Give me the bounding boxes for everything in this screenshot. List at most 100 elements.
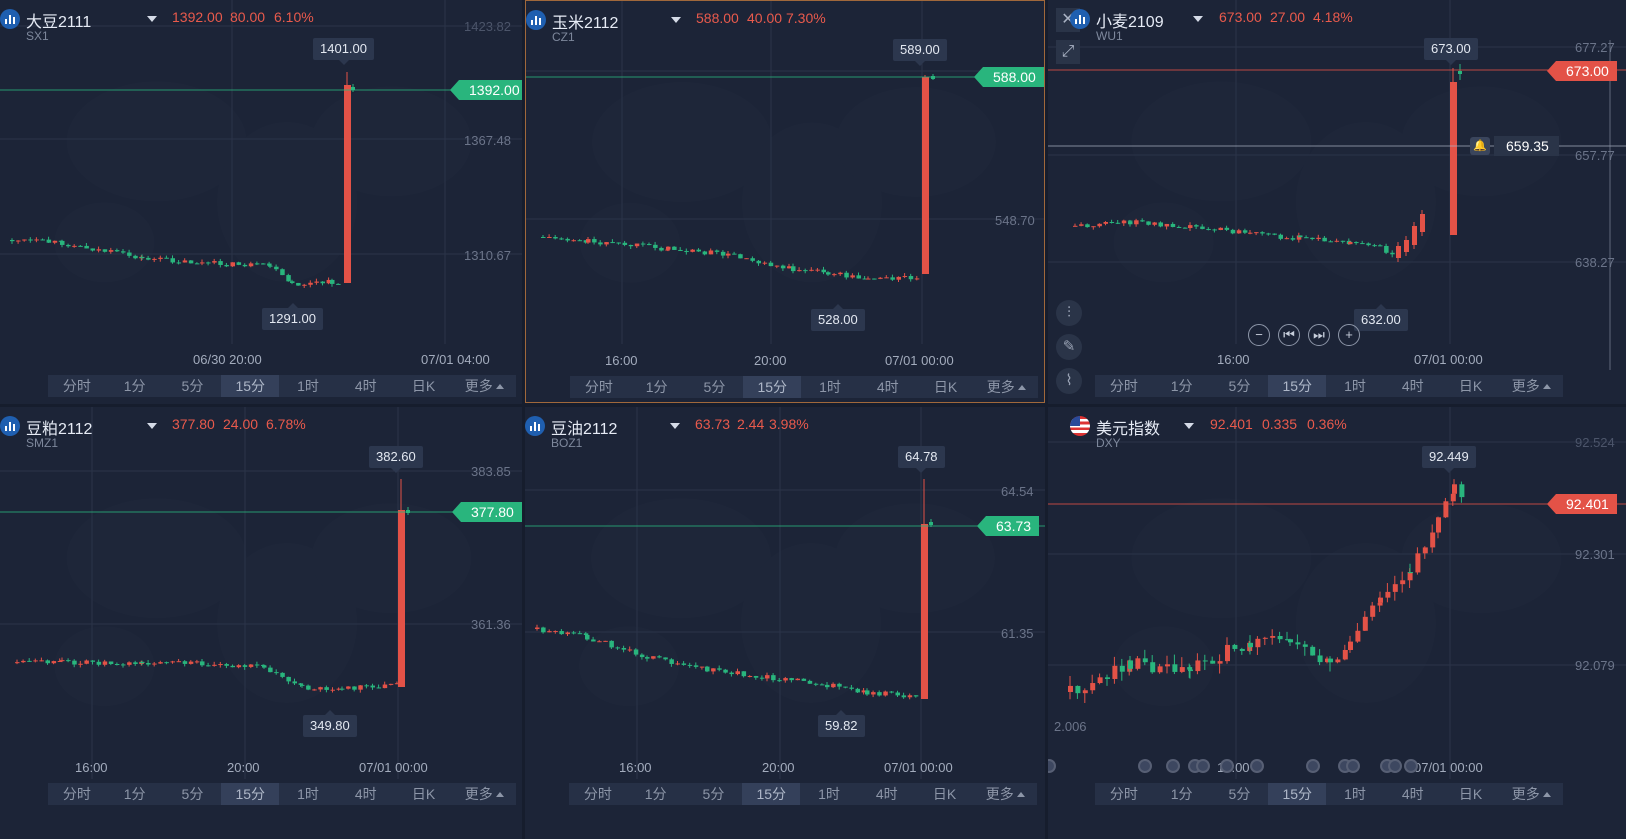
timeframe-tab[interactable]: 分时: [583, 786, 612, 802]
timeframe-tab[interactable]: 5分: [181, 786, 204, 802]
more-timeframes-button[interactable]: 更多: [452, 783, 516, 805]
timeframe-tab-active[interactable]: 15分: [221, 783, 280, 805]
candle: [609, 640, 614, 648]
timeframe-tab[interactable]: 5分: [1228, 786, 1251, 802]
symbol-name[interactable]: 小麦2109: [1096, 14, 1164, 31]
zoom-in-icon[interactable]: +: [1338, 324, 1360, 346]
candle: [1152, 222, 1157, 225]
timeframe-tab[interactable]: 日K: [1458, 378, 1483, 394]
chart-panel-soymeal[interactable]: 豆粕2112 SMZ1 377.80 24.00 6.78% 383.85 36…: [0, 407, 522, 839]
timeframe-tab[interactable]: 4时: [1401, 378, 1424, 394]
candle: [194, 661, 200, 663]
skip-back-icon[interactable]: ⏮: [1278, 324, 1300, 346]
chart-canvas[interactable]: [1048, 0, 1626, 404]
timeframe-tab-active[interactable]: 15分: [742, 783, 801, 805]
symbol-name[interactable]: 豆粕2112: [26, 421, 93, 438]
chart-canvas[interactable]: [526, 1, 1045, 403]
symbol-name[interactable]: 豆油2112: [551, 421, 618, 438]
candle: [1218, 227, 1223, 231]
pencil-icon[interactable]: ✎: [1056, 334, 1082, 360]
chart-canvas[interactable]: [0, 407, 522, 839]
timeframe-tab[interactable]: 分时: [62, 786, 91, 802]
chart-canvas[interactable]: [0, 0, 522, 404]
timeframe-tab-active[interactable]: 15分: [221, 375, 280, 397]
chart-panel-corn[interactable]: 玉米2112 CZ1 588.00 40.00 7.30% 548.70 588…: [525, 0, 1045, 403]
timeframe-tab[interactable]: 4时: [354, 786, 377, 802]
chevron-down-icon[interactable]: [671, 17, 681, 23]
timeframe-tab[interactable]: 1时: [1344, 378, 1366, 394]
more-timeframes-button[interactable]: 更多: [973, 783, 1037, 805]
chevron-down-icon[interactable]: [670, 423, 680, 429]
candle: [705, 666, 710, 672]
candle: [1310, 646, 1316, 656]
chevron-down-icon[interactable]: [147, 423, 157, 429]
candle: [292, 681, 297, 684]
chart-panel-wheat[interactable]: ✕ ⤢ ⫶ ✎ ⌇ 小麦2109 WU1 673.00 27.00 4.18% …: [1048, 0, 1626, 404]
timeframe-tab[interactable]: 1分: [1170, 786, 1193, 802]
timeframe-tab[interactable]: 5分: [703, 379, 726, 395]
timeframe-tab[interactable]: 1分: [645, 379, 668, 395]
candle: [300, 684, 305, 686]
chart-panel-soybean[interactable]: 大豆2111 SX1 1392.00 80.00 6.10% 1423.82 1…: [0, 0, 522, 404]
timeframe-tab[interactable]: 日K: [933, 379, 958, 395]
timeframe-tab[interactable]: 分时: [1109, 786, 1138, 802]
event-markers[interactable]: [1048, 759, 1626, 775]
indicator-icon[interactable]: ⫶: [1056, 300, 1082, 326]
timeframe-tab[interactable]: 4时: [875, 786, 898, 802]
chart-panel-dxy[interactable]: 美元指数 DXY 92.401 0.335 0.36% 92.524 92.30…: [1048, 407, 1626, 839]
timeframe-tab[interactable]: 5分: [1228, 378, 1251, 394]
line-chart-icon[interactable]: ⌇: [1056, 368, 1082, 394]
symbol-code: WU1: [1096, 29, 1123, 43]
symbol-name[interactable]: 美元指数: [1096, 421, 1161, 438]
timeframe-tab[interactable]: 1时: [297, 786, 319, 802]
alert-price-tag[interactable]: 659.35: [1494, 136, 1559, 156]
timeframe-tab-active[interactable]: 15分: [1268, 375, 1327, 397]
timeframe-tab[interactable]: 日K: [411, 786, 436, 802]
timeframe-tab[interactable]: 5分: [702, 786, 725, 802]
timeframe-tab[interactable]: 分时: [1109, 378, 1138, 394]
timeframe-tab[interactable]: 4时: [354, 378, 377, 394]
timeframe-tab[interactable]: 日K: [1458, 786, 1483, 802]
timeframe-tab-active[interactable]: 15分: [1268, 783, 1327, 805]
timeframe-bar: 分时 1分 5分 15分 1时 4时 日K 更多: [48, 783, 516, 805]
timeframe-tab[interactable]: 1分: [123, 378, 146, 394]
timeframe-tab[interactable]: 1时: [297, 378, 319, 394]
zoom-out-icon[interactable]: −: [1248, 324, 1270, 346]
timeframe-tab[interactable]: 1时: [819, 379, 841, 395]
timeframe-tab-active[interactable]: 15分: [743, 376, 802, 398]
candle: [901, 695, 907, 698]
y-axis-label: 92.301: [1575, 547, 1615, 562]
timeframe-tab[interactable]: 1分: [123, 786, 146, 802]
chart-canvas[interactable]: [525, 407, 1045, 839]
chart-panel-soyoil[interactable]: 豆油2112 BOZ1 63.73 2.44 3.98% 64.54 61.35…: [525, 407, 1045, 839]
chevron-down-icon[interactable]: [1193, 16, 1203, 22]
timeframe-tab[interactable]: 4时: [1401, 786, 1424, 802]
timeframe-tab[interactable]: 1时: [1344, 786, 1366, 802]
timeframe-tab[interactable]: 1分: [644, 786, 667, 802]
more-timeframes-button[interactable]: 更多: [452, 375, 516, 397]
timeframe-tab[interactable]: 1分: [1170, 378, 1193, 394]
timeframe-tab[interactable]: 分时: [62, 378, 91, 394]
timeframe-tab[interactable]: 分时: [584, 379, 613, 395]
more-timeframes-button[interactable]: 更多: [974, 376, 1038, 398]
chart-canvas[interactable]: [1048, 407, 1626, 839]
candle: [224, 264, 229, 267]
bar-chart-icon: [525, 416, 545, 436]
x-axis-label: 07/01 00:00: [359, 760, 428, 775]
skip-forward-icon[interactable]: ⏭: [1308, 324, 1330, 346]
symbol-name[interactable]: 大豆2111: [26, 14, 92, 31]
expand-icon[interactable]: ⤢: [1056, 40, 1080, 64]
chevron-down-icon[interactable]: [147, 16, 157, 22]
more-timeframes-button[interactable]: 更多: [1499, 783, 1563, 805]
timeframe-tab[interactable]: 日K: [932, 786, 957, 802]
timeframe-tab[interactable]: 5分: [181, 378, 204, 394]
symbol-name[interactable]: 玉米2112: [552, 15, 619, 32]
more-timeframes-button[interactable]: 更多: [1499, 375, 1563, 397]
symbol-code: DXY: [1096, 436, 1121, 450]
timeframe-tab[interactable]: 日K: [411, 378, 436, 394]
timeframe-tab[interactable]: 1时: [818, 786, 840, 802]
timeframe-tab[interactable]: 4时: [876, 379, 899, 395]
chevron-down-icon[interactable]: [1184, 423, 1194, 429]
bell-icon[interactable]: 🔔: [1470, 137, 1490, 155]
candle: [813, 683, 819, 685]
